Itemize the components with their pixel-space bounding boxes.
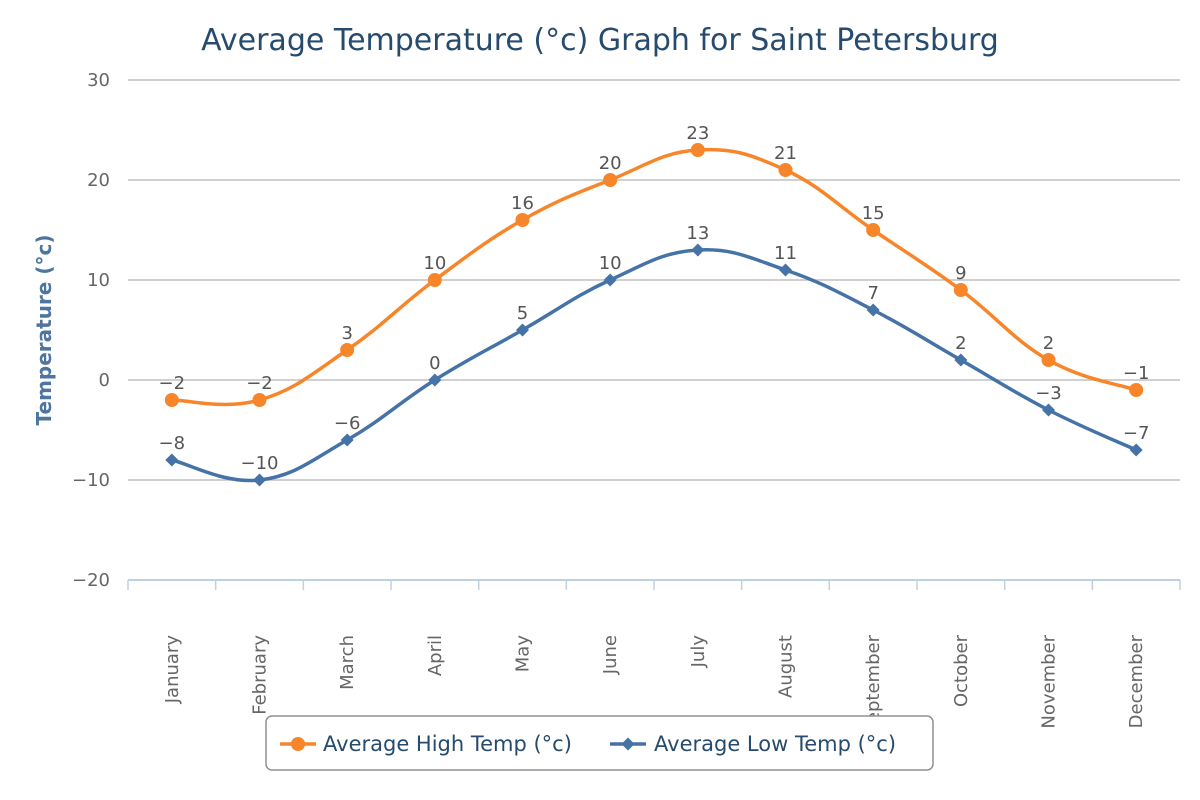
data-point[interactable] [1129, 383, 1144, 397]
data-label: 2 [955, 333, 966, 354]
data-point[interactable] [252, 393, 267, 407]
legend-item-high[interactable]: Average High Temp (°c) [280, 732, 572, 756]
data-point[interactable] [866, 223, 881, 237]
data-point[interactable] [428, 373, 442, 387]
legend-box [265, 715, 934, 771]
x-tick-label: May [513, 635, 534, 673]
x-tick-label: December [1126, 634, 1147, 728]
y-tick-label: −20 [72, 570, 110, 591]
data-label: −6 [334, 413, 361, 434]
data-label: 20 [599, 153, 622, 174]
data-point[interactable] [953, 283, 968, 297]
legend-label: Average High Temp (°c) [323, 732, 572, 756]
data-point[interactable] [1042, 403, 1055, 417]
data-label: −2 [246, 373, 273, 394]
data-point[interactable] [164, 393, 179, 407]
data-point[interactable] [779, 263, 792, 277]
data-label: −1 [1123, 363, 1150, 384]
data-label: 13 [686, 223, 709, 244]
data-label: 0 [429, 353, 440, 374]
data-label: 23 [686, 123, 709, 144]
data-label: 21 [774, 143, 797, 164]
x-axis: January February March April May June July Augu… [127, 579, 1181, 735]
data-label: 11 [774, 243, 797, 264]
legend-label: Average Low Temp (°c) [654, 732, 896, 756]
data-point[interactable] [954, 353, 968, 367]
x-tick-label: April [425, 635, 446, 676]
series-layer: −8 −10 −6 0 5 10 13 11 7 2 −3 −7 −2 −2 3 10 16 20 23 21 15 9 2… [159, 123, 1150, 487]
data-label: −3 [1035, 383, 1062, 404]
y-tick-label: −10 [72, 470, 110, 491]
data-point[interactable] [603, 173, 618, 187]
data-label: −10 [241, 453, 279, 474]
x-tick-label: February [250, 635, 271, 715]
data-label: 16 [511, 193, 534, 214]
x-tick-label: July [688, 635, 709, 669]
series-line [171, 147, 1137, 407]
x-tick-label: January [162, 635, 183, 705]
data-point[interactable] [515, 213, 530, 227]
data-label: −7 [1123, 423, 1150, 444]
data-label: 3 [341, 323, 352, 344]
x-tick-label: September [863, 634, 884, 734]
y-tick-label: 30 [87, 70, 110, 91]
data-point[interactable] [253, 473, 266, 487]
y-tick-label: 10 [87, 270, 110, 291]
x-tick-label: March [337, 635, 358, 690]
series-line [171, 248, 1137, 483]
data-label: −8 [159, 433, 186, 454]
data-point[interactable] [427, 273, 442, 287]
data-label: 2 [1043, 333, 1054, 354]
data-label: 10 [423, 253, 446, 274]
x-tick-label: November [1039, 634, 1060, 728]
data-label: 15 [862, 203, 885, 224]
data-point[interactable] [603, 273, 617, 287]
x-tick-label: October [951, 634, 972, 707]
series-low: −8 −10 −6 0 5 10 13 11 7 2 −3 −7 [159, 223, 1150, 487]
y-axis-title: Temperature (°c) [32, 235, 56, 426]
y-axis-ticks: −20 −10 0 10 20 30 [72, 70, 110, 591]
data-point[interactable] [691, 243, 705, 257]
legend[interactable]: Average High Temp (°c) Average Low Temp (… [265, 715, 934, 771]
data-point[interactable] [340, 343, 355, 357]
data-point[interactable] [165, 453, 179, 467]
data-point[interactable] [1129, 443, 1143, 457]
data-point[interactable] [866, 303, 880, 317]
data-point[interactable] [690, 143, 705, 157]
x-tick-label: August [776, 635, 797, 698]
gridlines [128, 79, 1180, 481]
data-label: −2 [159, 373, 186, 394]
data-point[interactable] [778, 163, 793, 177]
data-point[interactable] [1041, 353, 1056, 367]
legend-marker [291, 737, 305, 751]
data-label: 5 [517, 303, 528, 324]
legend-item-low[interactable]: Average Low Temp (°c) [610, 732, 896, 756]
x-tick-label: June [600, 635, 621, 675]
legend-marker [621, 737, 635, 751]
y-tick-label: 0 [99, 370, 110, 391]
data-label: 7 [867, 283, 878, 304]
data-label: 9 [955, 263, 966, 284]
chart-title: Average Temperature (°c) Graph for Saint… [201, 23, 999, 58]
data-point[interactable] [340, 433, 354, 447]
data-point[interactable] [516, 323, 529, 337]
y-tick-label: 20 [87, 170, 110, 191]
data-label: 10 [599, 253, 622, 274]
